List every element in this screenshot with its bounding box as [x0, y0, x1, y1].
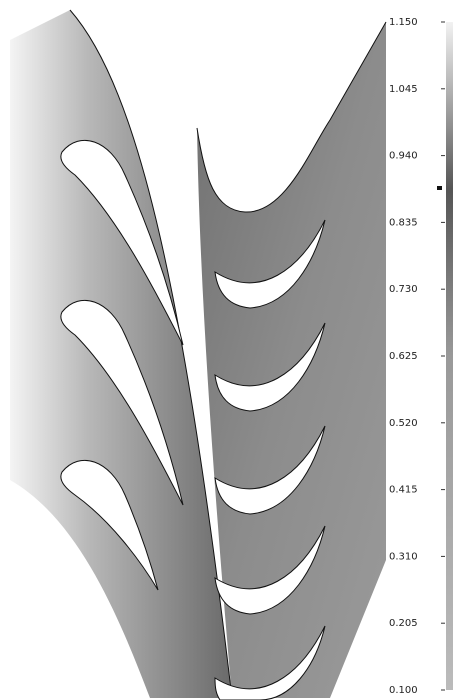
- rotor-blade: [214, 219, 326, 309]
- colorbar-tick-label: 0.205: [389, 618, 418, 629]
- stator-blade: [60, 300, 184, 506]
- flow-field: [10, 9, 387, 699]
- colorbar: [446, 22, 453, 690]
- domain-edge: [69, 9, 233, 699]
- rotor-blades: [214, 219, 326, 700]
- rotor-blade: [214, 322, 326, 412]
- domain-edge: [196, 21, 387, 213]
- stator-blades: [60, 140, 184, 591]
- colorbar-tick-label: 0.100: [389, 685, 418, 696]
- colorbar-marker: [437, 186, 442, 190]
- colorbar-tick-label: 0.625: [389, 351, 418, 362]
- colorbar-tick-label: 1.150: [389, 17, 418, 28]
- stator-blade: [60, 140, 184, 346]
- colorbar-tick-label: 0.415: [389, 485, 418, 496]
- colorbar-tick-label: 0.940: [389, 151, 418, 162]
- colorbar-tick-label: 0.730: [389, 284, 418, 295]
- colorbar-ticks: 1.150 1.045 0.940 0.835 0.730 0.625 0.520 0.415…: [389, 17, 445, 696]
- colorbar-tick-label: 0.310: [389, 551, 418, 562]
- colorbar-tick-label: 0.835: [389, 217, 418, 228]
- colorbar-tick-label: 1.045: [389, 84, 418, 95]
- colorbar-tick-label: 0.520: [389, 418, 418, 429]
- rotor-blade: [214, 625, 326, 700]
- stator-blade: [60, 460, 159, 591]
- rotor-blade: [214, 525, 326, 615]
- rotor-field: [197, 22, 386, 698]
- rotor-blade: [214, 425, 326, 515]
